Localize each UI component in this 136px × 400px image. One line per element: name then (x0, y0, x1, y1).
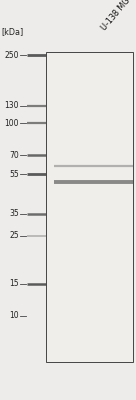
Text: 100: 100 (4, 119, 19, 128)
Text: 250: 250 (4, 51, 19, 60)
Text: 130: 130 (4, 102, 19, 110)
Text: 55: 55 (9, 170, 19, 178)
Text: [kDa]: [kDa] (1, 27, 24, 36)
Text: 15: 15 (9, 280, 19, 288)
Text: 25: 25 (9, 232, 19, 240)
Bar (46, 52, 133, 362)
Text: 70: 70 (9, 151, 19, 160)
Bar (46, 52, 133, 362)
Text: U-138 MG: U-138 MG (99, 0, 132, 32)
Text: 35: 35 (9, 210, 19, 218)
Text: 10: 10 (9, 312, 19, 320)
